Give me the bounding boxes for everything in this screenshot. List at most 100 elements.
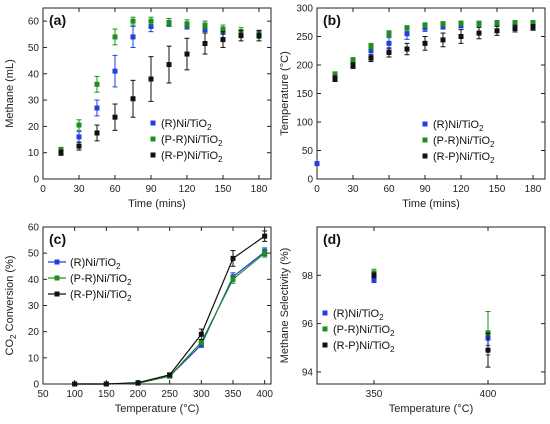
plot-frame — [316, 226, 546, 385]
data-point — [230, 276, 236, 282]
legend-marker — [54, 291, 60, 297]
data-point — [130, 34, 136, 40]
data-point — [184, 21, 190, 27]
chart-panel-a: 0 30 60 90 120 150 180 0 10 20 30 40 50 60 Time (mins)… — [4, 7, 272, 210]
data-point — [103, 381, 109, 387]
data-point — [350, 63, 356, 69]
data-point — [94, 130, 100, 136]
x-tick-label: 100 — [66, 389, 83, 400]
x-tick-label: 300 — [193, 389, 210, 400]
data-point — [422, 22, 428, 28]
data-point — [512, 20, 518, 26]
data-point — [485, 347, 491, 353]
data-point — [112, 34, 118, 40]
x-tick-label: 250 — [161, 389, 178, 400]
legend-marker — [150, 152, 156, 158]
data-point — [458, 20, 464, 26]
x-tick-label: 60 — [383, 184, 395, 195]
y-tick-label: 96 — [302, 319, 314, 330]
series-1 — [72, 248, 268, 387]
x-axis-label: Time (mins) — [128, 198, 186, 210]
series-2 — [58, 29, 262, 156]
data-point — [72, 381, 78, 387]
data-point — [166, 19, 172, 25]
y-axis-label: Temperature (°C) — [279, 51, 291, 135]
chart-panel-d: 350 400 94 96 98 Temperature (°C) Methane Sele… — [279, 226, 546, 415]
data-point — [530, 20, 536, 26]
legend-marker — [322, 342, 328, 348]
data-point — [371, 272, 377, 278]
x-tick-label: 180 — [525, 184, 542, 195]
series-2 — [72, 230, 268, 387]
data-point — [368, 43, 374, 49]
x-tick-label: 0 — [314, 184, 320, 195]
data-point — [130, 96, 136, 102]
data-point — [238, 33, 244, 39]
y-tick-label: 20 — [28, 122, 40, 133]
y-tick-label: 50 — [28, 249, 40, 260]
legend-marker — [422, 137, 428, 143]
data-point — [332, 72, 338, 78]
y-tick-label: 50 — [28, 43, 40, 54]
data-point — [220, 37, 226, 43]
x-tick-label: 50 — [37, 389, 49, 400]
y-tick-label: 98 — [302, 271, 314, 282]
y-tick-label: 50 — [302, 146, 314, 157]
data-point — [494, 20, 500, 26]
data-point — [262, 250, 268, 256]
x-tick-label: 400 — [480, 389, 497, 400]
legend-marker — [322, 310, 328, 316]
legend-entry: (P-R)Ni/TiO2​ — [161, 134, 223, 148]
y-axis-label: Methane Selectivity (%) — [279, 248, 291, 364]
data-point — [404, 25, 410, 31]
data-point — [167, 372, 173, 378]
legend-entry: (R-P)Ni/TiO2​ — [161, 150, 223, 164]
data-point — [76, 134, 82, 140]
chart-panel-c: 50 100 150 200 250 300 350 400 0 10 20 30 40 50 60 Temp… — [4, 223, 273, 416]
data-point — [458, 34, 464, 39]
x-tick-label: 400 — [256, 389, 273, 400]
data-point — [368, 48, 374, 54]
y-tick-label: 10 — [28, 353, 40, 364]
series-line — [74, 251, 266, 385]
x-tick-label: 120 — [453, 184, 470, 195]
legend-marker — [422, 153, 428, 159]
data-point — [440, 37, 446, 43]
legend-marker — [54, 259, 60, 265]
data-point — [58, 150, 64, 156]
legend-entry: (P-R)Ni/TiO2​ — [433, 135, 495, 149]
data-point — [135, 380, 141, 386]
y-tick-label: 200 — [296, 61, 313, 72]
data-point — [512, 26, 518, 32]
x-tick-label: 60 — [109, 184, 121, 195]
series-0 — [58, 20, 262, 154]
data-point — [440, 21, 446, 27]
y-tick-label: 40 — [28, 69, 40, 80]
data-point — [198, 339, 204, 345]
data-point — [494, 28, 500, 34]
x-axis-label: Temperature (°C) — [389, 403, 473, 415]
series-1 — [58, 16, 262, 154]
data-point — [184, 51, 190, 57]
x-axis-label: Time (mins) — [402, 198, 460, 210]
data-point — [476, 20, 482, 26]
series-2 — [332, 24, 536, 83]
y-tick-label: 0 — [307, 175, 313, 186]
legend-entry: (R)Ni/TiO2​ — [333, 308, 384, 322]
data-point — [386, 31, 392, 37]
series-1 — [332, 20, 536, 79]
plot-frame — [42, 7, 272, 180]
data-point — [148, 76, 154, 82]
y-tick-label: 30 — [28, 301, 40, 312]
legend-entry: (R)Ni/TiO2​ — [70, 257, 121, 271]
data-point — [386, 49, 392, 55]
data-point — [530, 24, 536, 30]
y-axis-label: CO2​ Conversion (%) — [4, 256, 18, 356]
plot-frame — [42, 226, 272, 385]
data-point — [386, 40, 392, 46]
y-tick-label: 94 — [302, 367, 314, 378]
data-point — [262, 233, 268, 239]
legend-entry: (R-P)Ni/TiO2​ — [70, 289, 132, 303]
y-tick-label: 150 — [296, 89, 313, 100]
legend-marker — [54, 275, 60, 281]
